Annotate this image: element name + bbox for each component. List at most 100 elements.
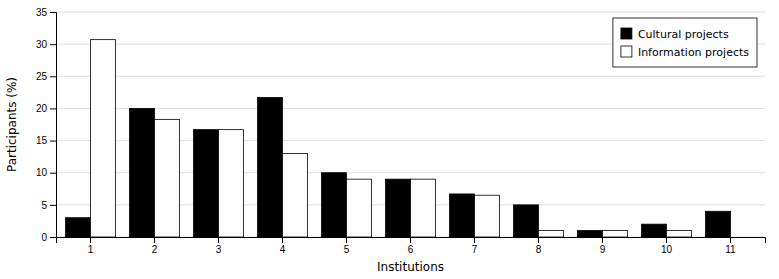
x-tick: 1 [88, 237, 94, 255]
y-tick-mark [50, 205, 56, 206]
y-tick: 0 [41, 232, 56, 243]
y-tick-label: 30 [36, 39, 48, 50]
x-axis-line [57, 238, 766, 244]
legend-swatch [621, 28, 632, 39]
y-tick-label: 25 [36, 71, 48, 82]
grid-line [56, 76, 765, 77]
x-tick: 7 [472, 237, 478, 255]
bar [705, 211, 730, 237]
bar [322, 173, 347, 237]
y-axis: 0 5 10 15 20 25 30 35 [36, 7, 57, 243]
bar [538, 231, 563, 237]
x-tick: 8 [536, 237, 542, 255]
bar [219, 130, 244, 237]
x-tick-label: 4 [280, 244, 286, 255]
legend-box [613, 18, 757, 67]
bar [194, 130, 219, 237]
bar [450, 194, 475, 237]
y-tick: 10 [36, 167, 56, 178]
bars [66, 40, 731, 237]
bar [514, 205, 539, 237]
x-tick: 2 [152, 237, 158, 255]
x-tick-mark [666, 237, 667, 243]
bar-series [66, 98, 731, 238]
x-tick: 5 [344, 237, 350, 255]
x-tick-label: 8 [536, 244, 542, 255]
x-tick: 3 [216, 237, 222, 255]
y-tick-label: 20 [36, 103, 48, 114]
x-tick: 6 [408, 237, 414, 255]
bar [578, 231, 603, 237]
x-tick-label: 5 [344, 244, 350, 255]
x-tick-label: 7 [472, 244, 478, 255]
x-tick-label: 9 [600, 244, 606, 255]
grid-line [56, 12, 765, 13]
x-tick-label: 2 [152, 244, 158, 255]
x-tick: 9 [600, 237, 606, 255]
x-tick-mark [90, 237, 91, 243]
x-tick-mark [410, 237, 411, 243]
y-tick-mark [50, 44, 56, 45]
y-tick: 15 [36, 135, 56, 146]
y-tick-mark [50, 237, 56, 238]
bar [347, 179, 372, 237]
y-axis-line [50, 13, 57, 238]
y-tick: 25 [36, 71, 56, 82]
x-tick: 4 [280, 237, 286, 255]
x-tick-mark [346, 237, 347, 243]
legend-swatch [621, 46, 632, 57]
y-tick-label: 0 [41, 232, 47, 243]
x-tick-mark [538, 237, 539, 243]
x-tick-label: 1 [88, 244, 94, 255]
y-tick-label: 35 [36, 7, 48, 18]
bar [91, 40, 116, 237]
plot: 0 5 10 15 20 25 30 35 1 2 3 4 5 6 7 8 9 10 11 Cultural proj… [36, 7, 766, 255]
y-tick: 20 [36, 103, 56, 114]
x-tick: 11 [725, 237, 736, 255]
y-tick-mark [50, 141, 56, 142]
x-tick-mark [282, 237, 283, 243]
y-tick-mark [50, 12, 56, 13]
grid [56, 12, 765, 237]
x-tick-label: 3 [216, 244, 222, 255]
x-tick-mark [218, 237, 219, 243]
y-tick: 5 [41, 200, 56, 211]
y-axis-title: Participants (%) [5, 77, 19, 172]
x-tick-label: 10 [661, 244, 673, 255]
x-axis-title: Institutions [377, 260, 444, 274]
bar [730, 237, 755, 238]
x-tick-mark [730, 237, 731, 243]
y-tick-label: 15 [36, 135, 48, 146]
x-tick-mark [154, 237, 155, 243]
legend-item: Cultural projects [621, 28, 729, 41]
bar [258, 98, 283, 238]
y-tick-mark [50, 173, 56, 174]
bar [602, 231, 627, 237]
x-tick: 10 [661, 237, 673, 255]
x-tick-mark [474, 237, 475, 243]
x-tick-label: 6 [408, 244, 414, 255]
bar [130, 108, 155, 237]
y-tick-mark [50, 108, 56, 109]
legend-item: Information projects [621, 46, 749, 59]
bar [283, 153, 308, 237]
y-tick-label: 10 [36, 167, 48, 178]
x-tick-mark [602, 237, 603, 243]
legend: Cultural projects Information projects [613, 18, 757, 67]
bar [155, 119, 180, 237]
legend-label: Cultural projects [638, 28, 729, 41]
y-tick-label: 5 [41, 200, 47, 211]
y-tick-mark [50, 76, 56, 77]
bar-series [91, 40, 692, 237]
grid-line [56, 108, 765, 109]
y-tick: 30 [36, 39, 56, 50]
bar [66, 218, 91, 237]
x-axis: 1 2 3 4 5 6 7 8 9 10 11 [57, 237, 766, 255]
legend-label: Information projects [638, 46, 749, 59]
x-tick-label: 11 [725, 244, 736, 255]
bar [642, 224, 667, 237]
bar [666, 231, 691, 237]
bar [411, 179, 436, 237]
chart: 0 5 10 15 20 25 30 35 1 2 3 4 5 6 7 8 9 10 11 Cultural proj… [0, 0, 779, 279]
bar [386, 179, 411, 237]
